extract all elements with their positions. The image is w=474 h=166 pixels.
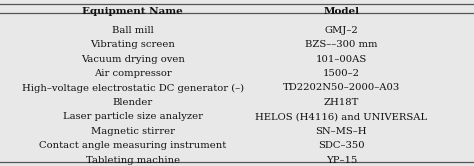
Text: YP–15: YP–15 [326, 156, 357, 165]
Text: Blender: Blender [113, 98, 153, 107]
Text: SDC–350: SDC–350 [318, 141, 365, 150]
Text: Laser particle size analyzer: Laser particle size analyzer [63, 112, 203, 121]
Text: Air compressor: Air compressor [94, 69, 172, 78]
Text: Vacuum drying oven: Vacuum drying oven [81, 55, 185, 64]
Text: Model: Model [323, 7, 359, 16]
Text: Contact angle measuring instrument: Contact angle measuring instrument [39, 141, 227, 150]
Text: Tableting machine: Tableting machine [86, 156, 180, 165]
Text: Equipment Name: Equipment Name [82, 7, 183, 16]
Text: BZS––300 mm: BZS––300 mm [305, 40, 377, 49]
Text: 1500–2: 1500–2 [323, 69, 360, 78]
Text: TD2202N50–2000–A03: TD2202N50–2000–A03 [283, 83, 400, 92]
Text: 101–00AS: 101–00AS [316, 55, 367, 64]
Text: SN–MS–H: SN–MS–H [316, 127, 367, 136]
Text: Vibrating screen: Vibrating screen [90, 40, 175, 49]
Text: Magnetic stirrer: Magnetic stirrer [91, 127, 175, 136]
Text: HELOS (H4116) and UNIVERSAL: HELOS (H4116) and UNIVERSAL [255, 112, 428, 121]
Text: ZH18T: ZH18T [324, 98, 359, 107]
Text: GMJ–2: GMJ–2 [324, 26, 358, 35]
Text: Ball mill: Ball mill [112, 26, 154, 35]
Text: High–voltage electrostatic DC generator (–): High–voltage electrostatic DC generator … [22, 83, 244, 93]
